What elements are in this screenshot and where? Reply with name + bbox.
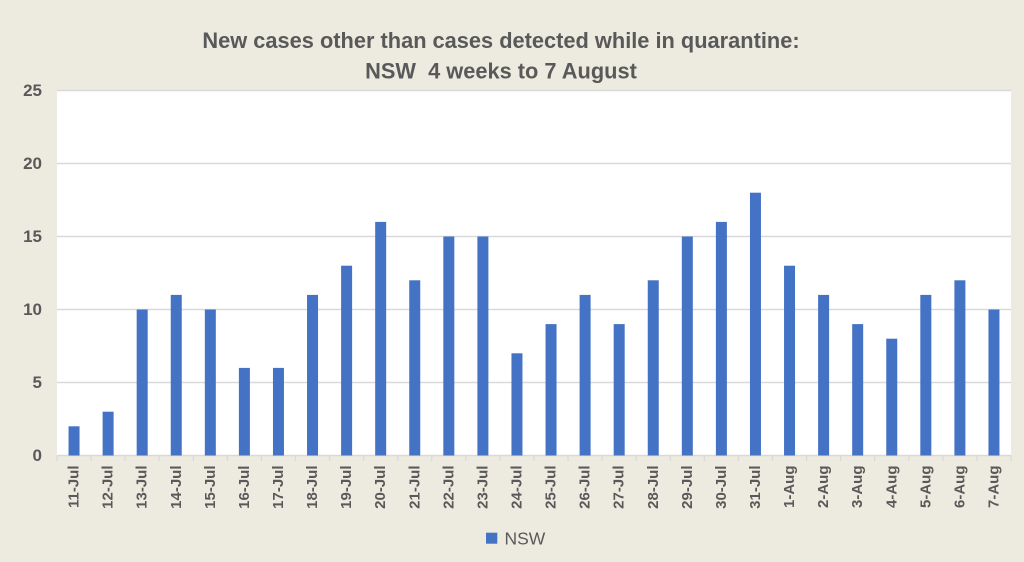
- svg-text:16-Jul: 16-Jul: [236, 466, 253, 509]
- svg-text:20: 20: [23, 154, 42, 173]
- svg-text:4-Aug: 4-Aug: [883, 466, 900, 509]
- svg-text:1-Aug: 1-Aug: [781, 466, 798, 509]
- svg-text:29-Jul: 29-Jul: [679, 466, 696, 509]
- svg-text:2-Aug: 2-Aug: [815, 466, 832, 509]
- svg-text:28-Jul: 28-Jul: [645, 466, 662, 509]
- svg-text:5-Aug: 5-Aug: [917, 466, 934, 509]
- svg-text:25: 25: [23, 81, 42, 100]
- svg-text:19-Jul: 19-Jul: [338, 466, 355, 509]
- svg-text:7-Aug: 7-Aug: [985, 465, 1002, 508]
- svg-text:30-Jul: 30-Jul: [713, 466, 730, 509]
- svg-text:31-Jul: 31-Jul: [747, 466, 764, 509]
- svg-text:26-Jul: 26-Jul: [577, 466, 594, 509]
- svg-text:11-Jul: 11-Jul: [66, 466, 83, 509]
- svg-text:21-Jul: 21-Jul: [406, 466, 423, 509]
- svg-text:10: 10: [23, 300, 42, 319]
- svg-text:6-Aug: 6-Aug: [951, 466, 968, 509]
- svg-text:24-Jul: 24-Jul: [508, 466, 525, 509]
- svg-text:14-Jul: 14-Jul: [168, 466, 185, 509]
- svg-text:22-Jul: 22-Jul: [440, 466, 457, 509]
- svg-text:17-Jul: 17-Jul: [270, 466, 287, 509]
- svg-text:15-Jul: 15-Jul: [202, 466, 219, 509]
- svg-text:13-Jul: 13-Jul: [134, 466, 151, 509]
- svg-text:NSW 4 weeks to 7 August: NSW 4 weeks to 7 August: [365, 59, 637, 84]
- svg-text:12-Jul: 12-Jul: [100, 466, 117, 509]
- svg-text:NSW: NSW: [505, 529, 546, 549]
- svg-text:15: 15: [23, 227, 42, 246]
- svg-text:0: 0: [33, 446, 42, 465]
- svg-text:27-Jul: 27-Jul: [611, 466, 628, 509]
- svg-text:23-Jul: 23-Jul: [474, 466, 491, 509]
- svg-text:18-Jul: 18-Jul: [304, 466, 321, 509]
- svg-text:3-Aug: 3-Aug: [849, 466, 866, 509]
- svg-text:25-Jul: 25-Jul: [543, 466, 560, 509]
- svg-text:5: 5: [33, 373, 42, 392]
- svg-text:New cases other than cases det: New cases other than cases detected whil…: [202, 28, 799, 53]
- svg-text:20-Jul: 20-Jul: [372, 466, 389, 509]
